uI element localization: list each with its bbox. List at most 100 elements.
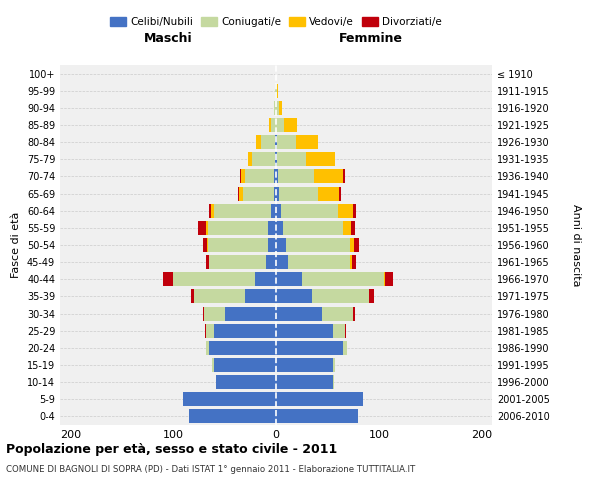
Bar [274,101,276,115]
Bar [205,324,206,338]
Bar [206,324,214,338]
Bar [277,84,278,98]
Bar [276,101,279,115]
Text: Popolazione per età, sesso e stato civile - 2011: Popolazione per età, sesso e stato civil… [6,442,337,456]
Bar [173,272,256,286]
Bar [245,290,276,304]
Bar [353,204,356,218]
Bar [276,375,332,389]
Bar [239,186,243,200]
Bar [289,255,350,269]
Bar [217,375,276,389]
Bar [312,290,368,304]
Bar [343,170,345,183]
Bar [350,255,352,269]
Bar [271,118,276,132]
Bar [194,290,245,304]
Bar [163,272,173,286]
Bar [278,170,314,183]
Bar [276,204,281,218]
Y-axis label: Fasce di età: Fasce di età [11,212,21,278]
Bar [314,170,343,183]
Bar [353,306,355,320]
Bar [276,392,364,406]
Bar [384,272,385,286]
Bar [276,118,284,132]
Bar [276,410,358,424]
Bar [211,204,214,218]
Bar [275,84,276,98]
Bar [276,324,332,338]
Bar [276,84,277,98]
Bar [343,221,351,235]
Bar [275,135,276,149]
Bar [203,238,207,252]
Bar [276,306,322,320]
Bar [306,152,335,166]
Bar [198,221,206,235]
Bar [274,186,276,200]
Bar [214,204,271,218]
Bar [209,341,276,355]
Bar [253,152,275,166]
Bar [296,135,318,149]
Bar [276,152,277,166]
Bar [256,272,276,286]
Bar [283,221,343,235]
Bar [268,238,276,252]
Bar [368,290,374,304]
Bar [286,238,350,252]
Bar [208,221,268,235]
Bar [269,118,271,132]
Bar [238,186,239,200]
Bar [339,186,341,200]
Bar [284,118,296,132]
Bar [209,204,211,218]
Bar [332,324,345,338]
Bar [241,170,245,183]
Bar [281,204,338,218]
Bar [203,306,204,320]
Bar [212,358,214,372]
Bar [354,238,359,252]
Bar [256,135,260,149]
Bar [266,255,276,269]
Bar [276,221,283,235]
Bar [224,306,276,320]
Bar [276,290,312,304]
Bar [279,186,318,200]
Bar [206,221,208,235]
Text: Maschi: Maschi [143,32,193,45]
Bar [338,204,353,218]
Bar [184,392,276,406]
Bar [322,306,353,320]
Bar [271,204,276,218]
Bar [260,135,275,149]
Y-axis label: Anni di nascita: Anni di nascita [571,204,581,286]
Bar [276,238,286,252]
Bar [276,255,289,269]
Bar [279,101,282,115]
Bar [276,341,343,355]
Bar [302,272,384,286]
Bar [191,290,194,304]
Bar [343,341,347,355]
Bar [385,272,393,286]
Bar [332,358,335,372]
Bar [351,221,355,235]
Bar [332,375,334,389]
Bar [248,152,253,166]
Bar [243,186,274,200]
Bar [276,186,279,200]
Bar [214,358,276,372]
Bar [245,170,274,183]
Bar [204,306,224,320]
Bar [276,272,302,286]
Bar [277,135,296,149]
Bar [275,152,276,166]
Bar [188,410,276,424]
Text: Femmine: Femmine [339,32,403,45]
Bar [350,238,354,252]
Bar [268,221,276,235]
Bar [276,358,332,372]
